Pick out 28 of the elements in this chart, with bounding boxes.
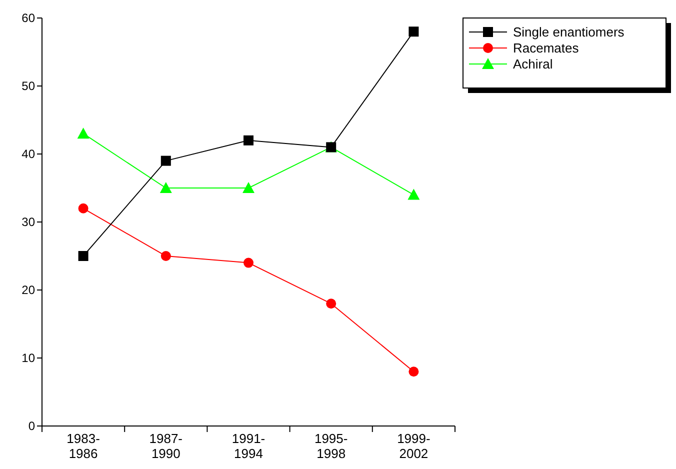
y-tick-label: 50 (22, 79, 36, 94)
legend-label: Racemates (513, 40, 580, 56)
point (77, 128, 90, 139)
y-tick-label: 60 (22, 11, 36, 26)
point (408, 26, 419, 37)
point (160, 156, 171, 166)
x-tick-label: 1999-2002 (397, 431, 430, 461)
x-tick-label: 1987-1990 (149, 431, 183, 461)
point (408, 366, 419, 377)
point (244, 258, 254, 268)
point (242, 182, 254, 193)
point (408, 188, 420, 200)
x-tick-label: 1991-1994 (232, 431, 266, 461)
point (78, 203, 88, 214)
y-tick-label: 20 (22, 283, 36, 298)
legend-label: Single enantiomers (513, 24, 625, 40)
point (326, 298, 336, 309)
point (244, 135, 254, 146)
y-tick-label: 0 (28, 419, 36, 434)
point (78, 251, 88, 261)
x-tick-label: 1983-1986 (66, 431, 100, 461)
legend-label: Achiral (513, 56, 553, 72)
point (160, 251, 171, 261)
x-tick-label: 1995-1998 (314, 431, 348, 461)
y-tick-label: 40 (22, 147, 36, 162)
y-tick-label: 10 (22, 351, 36, 366)
y-tick-label: 30 (22, 215, 36, 230)
point (160, 182, 172, 193)
